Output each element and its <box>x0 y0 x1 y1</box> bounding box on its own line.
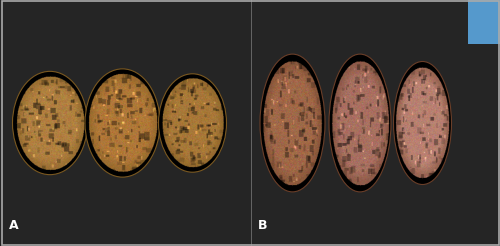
Text: B: B <box>258 219 267 232</box>
Text: A: A <box>9 219 18 232</box>
Bar <box>468 0 500 44</box>
Bar <box>0 0 251 246</box>
Bar <box>251 0 500 246</box>
